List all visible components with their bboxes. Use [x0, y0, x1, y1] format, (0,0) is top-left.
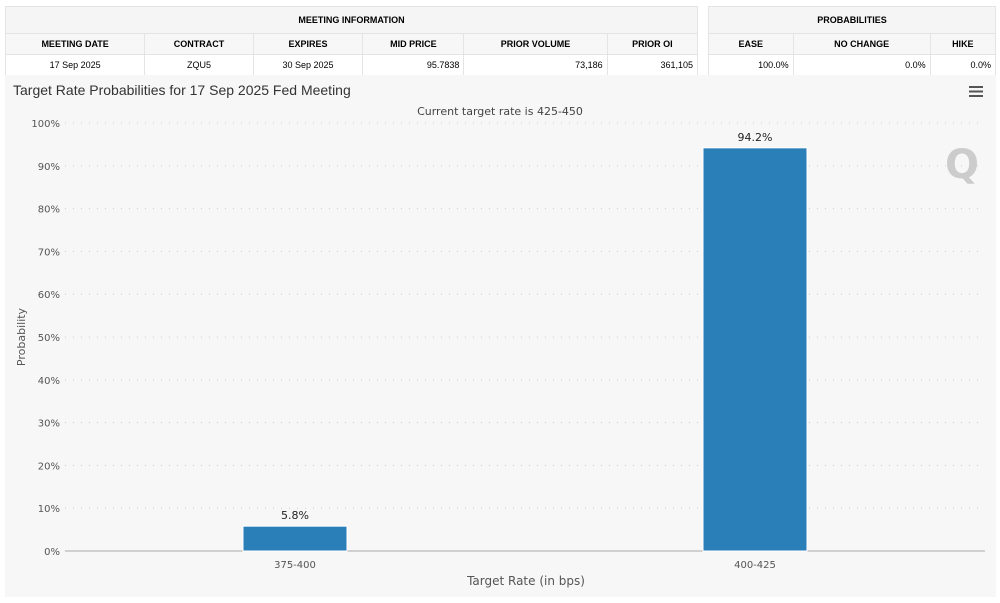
bar-400-425[interactable] [702, 147, 808, 552]
y-tick-label: 10% [38, 504, 60, 515]
meeting-information-table: MEETING INFORMATION MEETING DATE CONTRACT… [4, 6, 699, 76]
chart-subtitle: Current target rate is 425-450 [417, 105, 583, 118]
table-cell: 0.0% [929, 54, 997, 76]
table-cell: 17 Sep 2025 [4, 54, 146, 76]
column-header: CONTRACT [144, 33, 254, 55]
y-tick-label: 70% [38, 247, 60, 258]
column-header: PRIOR OI [606, 33, 699, 55]
x-tick-label: 375-400 [274, 560, 316, 571]
y-tick-label: 100% [31, 119, 60, 130]
data-label: 5.8% [281, 509, 309, 522]
y-tick-label: 20% [38, 461, 60, 472]
hamburger-menu-icon[interactable] [968, 85, 984, 99]
y-tick-label: 50% [38, 333, 60, 344]
column-header: EXPIRES [252, 33, 364, 55]
column-header: NO CHANGE [792, 33, 931, 55]
table-cell: 100.0% [708, 54, 794, 76]
column-header: HIKE [929, 33, 997, 55]
y-tick-label: 80% [38, 205, 60, 216]
chart-title: Target Rate Probabilities for 17 Sep 202… [13, 82, 351, 98]
y-tick-label: 0% [44, 547, 60, 558]
x-axis-label: Target Rate (in bps) [466, 574, 585, 588]
table-title: PROBABILITIES [708, 6, 996, 34]
bar-375-400[interactable] [242, 525, 348, 552]
y-tick-label: 90% [38, 162, 60, 173]
column-header: MID PRICE [362, 33, 465, 55]
chart-container: Target Rate Probabilities for 17 Sep 202… [5, 75, 996, 597]
table-cell: 0.0% [792, 54, 931, 76]
y-tick-label: 30% [38, 419, 60, 430]
y-axis-label: Probability [15, 307, 28, 366]
table-cell: 95.7838 [362, 54, 465, 76]
table-cell: 30 Sep 2025 [252, 54, 364, 76]
table-cell: 361,105 [606, 54, 699, 76]
table-title: MEETING INFORMATION [5, 6, 698, 34]
data-label: 94.2% [738, 131, 773, 144]
table-cell: 73,186 [463, 54, 608, 76]
column-header: EASE [708, 33, 794, 55]
column-header: PRIOR VOLUME [463, 33, 608, 55]
column-header: MEETING DATE [4, 33, 146, 55]
y-tick-label: 40% [38, 376, 60, 387]
watermark-logo-icon: Q [945, 142, 979, 188]
table-cell: ZQU5 [144, 54, 254, 76]
y-tick-label: 60% [38, 290, 60, 301]
probabilities-table: PROBABILITIES EASE NO CHANGE HIKE 100.0% 0.0… [708, 6, 997, 76]
x-tick-label: 400-425 [734, 560, 776, 571]
